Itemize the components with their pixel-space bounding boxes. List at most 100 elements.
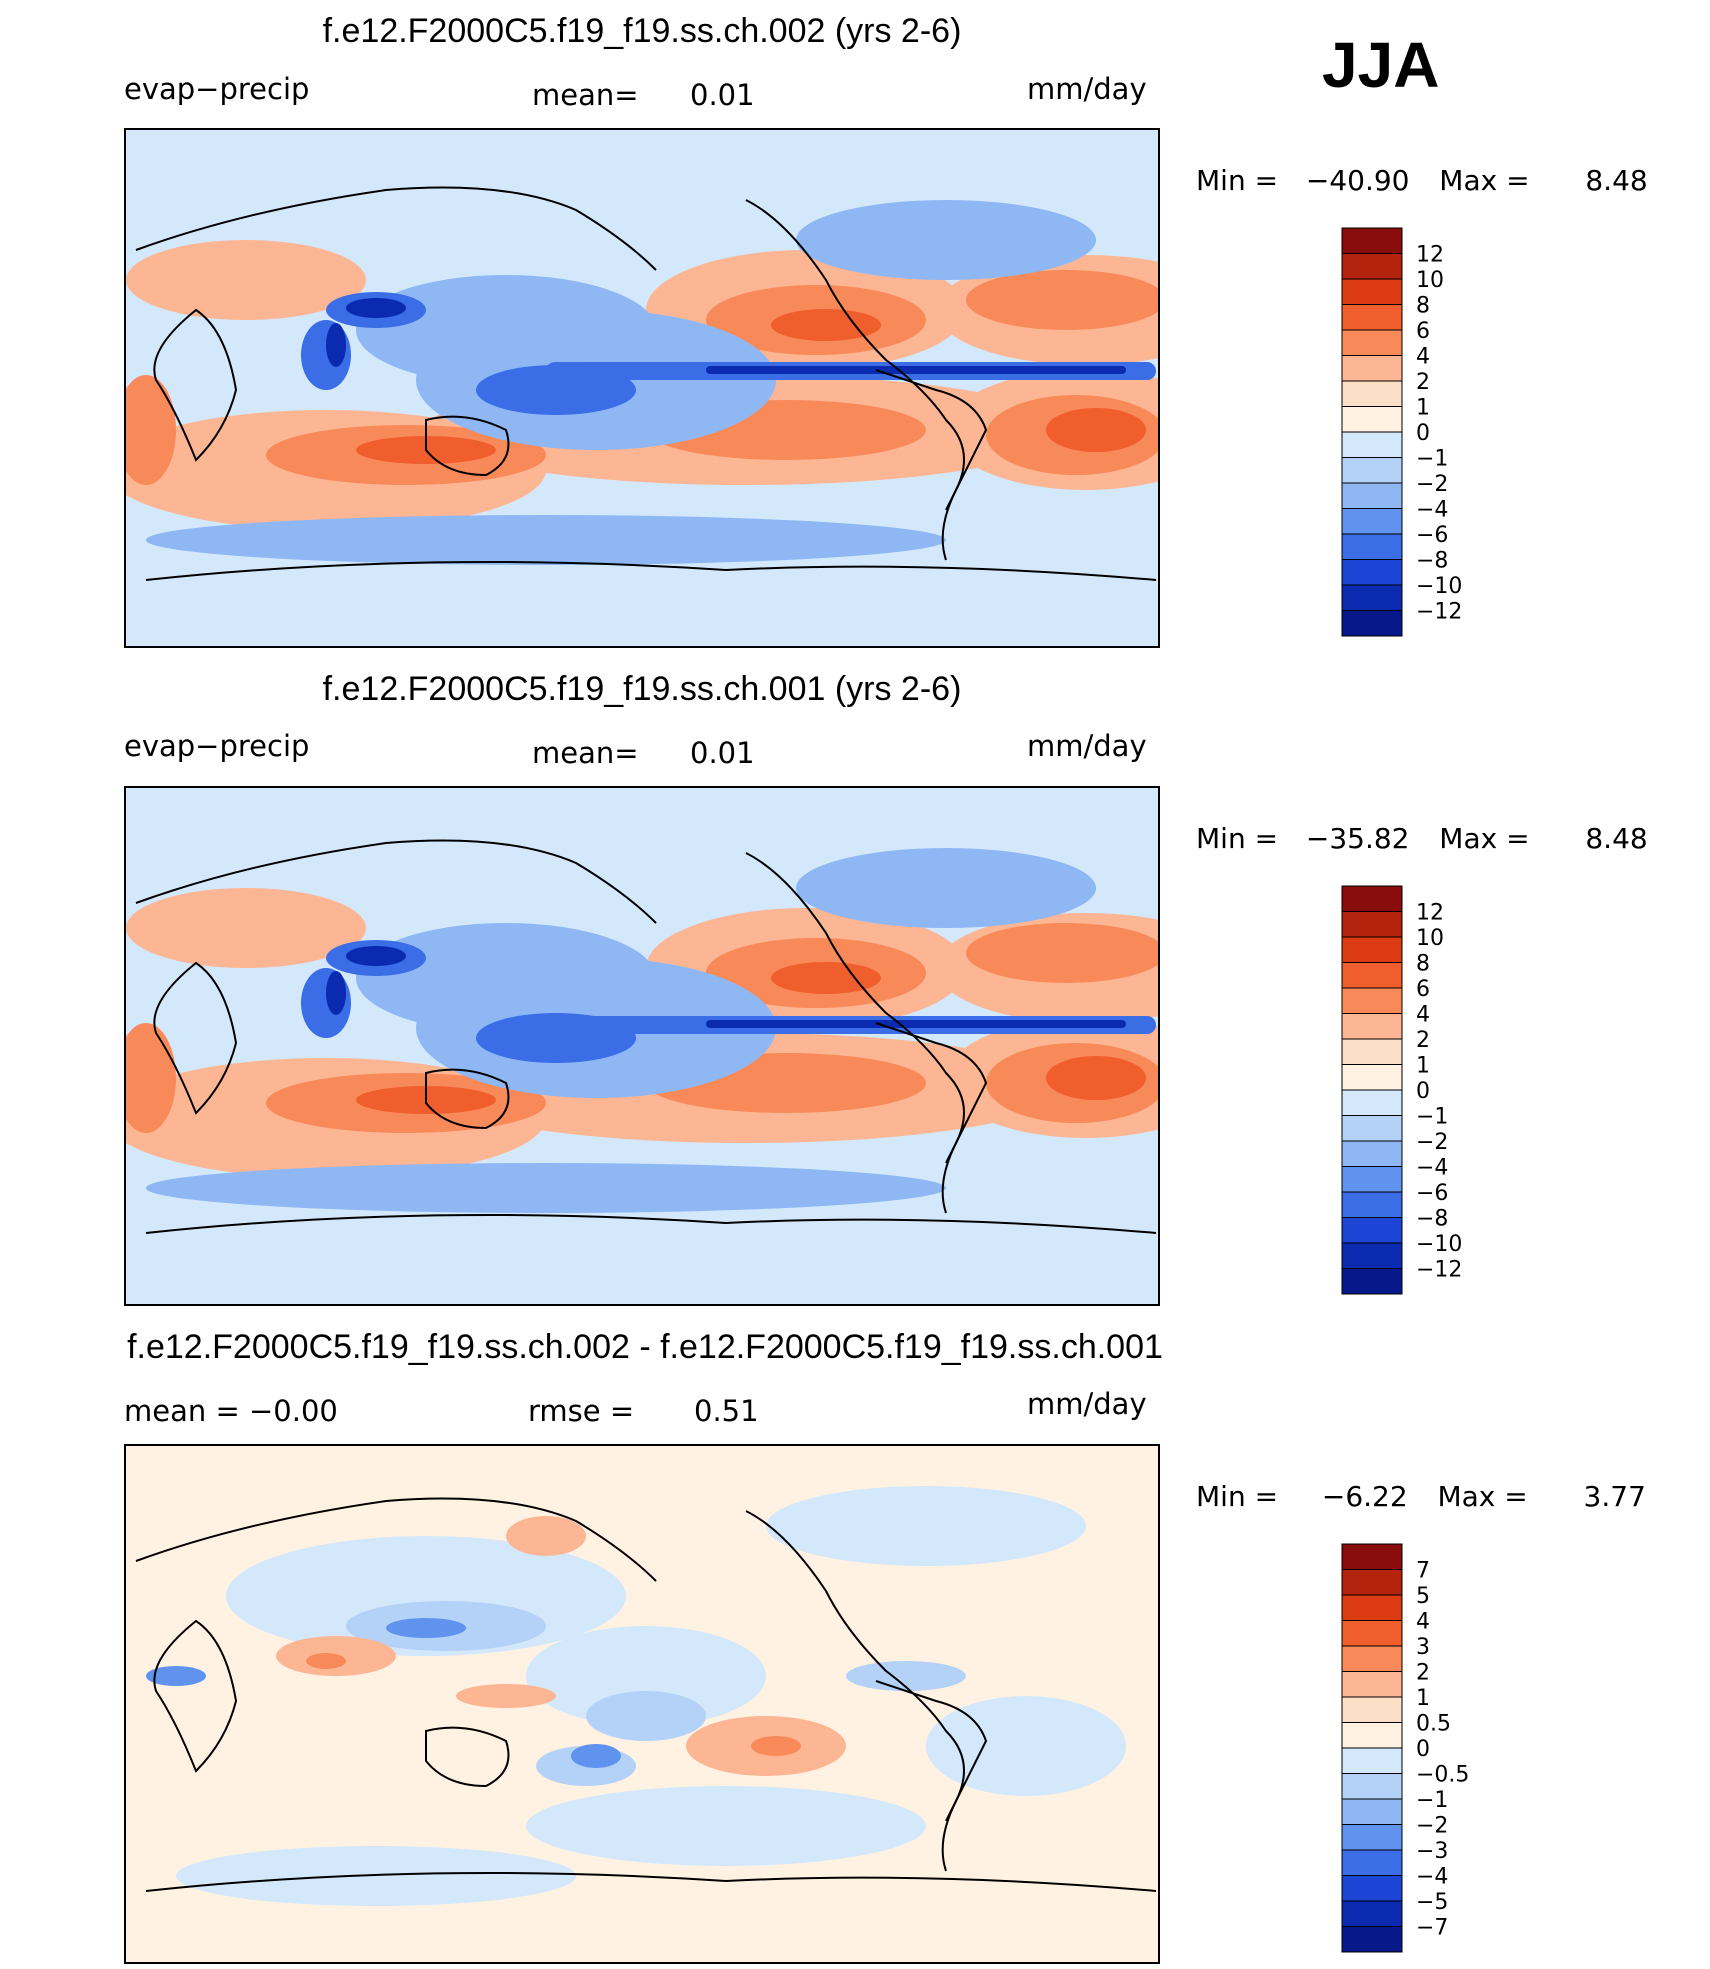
colorbar-tick-label: −2 (1416, 1130, 1448, 1155)
colorbar-swatch (1341, 1773, 1403, 1800)
colorbar-swatch (1341, 1115, 1403, 1142)
colorbar-swatch (1341, 1747, 1403, 1774)
panel-3-max-value: 3.77 (1583, 1480, 1646, 1513)
panel-3-rmse-label: rmse = (528, 1394, 635, 1428)
colorbar-tick-label: −3 (1416, 1839, 1448, 1864)
colorbar-swatch (1341, 1089, 1403, 1116)
panel-2-variable-label: evap−precip (124, 729, 310, 763)
colorbar-tick-label: 8 (1416, 294, 1430, 319)
colorbar-swatch (1341, 1140, 1403, 1167)
colorbar-swatch (1341, 610, 1403, 637)
panel-1-colorbar: 12 10 8 6 4 2 1 0 −1 −2 −4 −6 −8 −10 −12 (1334, 227, 1514, 640)
colorbar-swatch (1341, 1217, 1403, 1244)
colorbar-swatch (1341, 1242, 1403, 1269)
colorbar-swatch (1341, 1671, 1403, 1698)
colorbar-swatch (1341, 1849, 1403, 1876)
panel-2-min-value: −35.82 (1305, 822, 1410, 855)
colorbar-tick-label: 1 (1416, 1054, 1430, 1079)
colorbar-tick-label: 2 (1416, 370, 1430, 395)
colorbar-tick-label: −12 (1416, 1258, 1462, 1283)
colorbar-swatch (1341, 559, 1403, 586)
colorbar-swatch (1341, 1543, 1403, 1570)
panel-3-colorbar: 7 5 4 3 2 1 0.5 0 −0.5 −1 −2 −3 −4 −5 −7 (1334, 1543, 1514, 1956)
colorbar-tick-label: 8 (1416, 952, 1430, 977)
colorbar-tick-label: −1 (1416, 1105, 1448, 1130)
colorbar-swatch (1341, 431, 1403, 458)
panel-2-minmax: Min = −35.82 Max = 8.48 (1196, 822, 1648, 855)
panel-2-units: mm/day (1027, 729, 1147, 763)
world-map-contour-icon (135, 1486, 1157, 1906)
colorbar-swatch (1341, 1875, 1403, 1902)
panel-3-map (124, 1444, 1160, 1964)
colorbar-tick-label: 6 (1416, 977, 1430, 1002)
panel-1-max-value: 8.48 (1585, 164, 1648, 197)
colorbar-tick-label: 1 (1416, 396, 1430, 421)
colorbar-swatch (1341, 936, 1403, 963)
colorbar-swatch (1341, 482, 1403, 509)
colorbar-tick-label: −1 (1416, 447, 1448, 472)
colorbar-swatch (1341, 533, 1403, 560)
colorbar-tick-label: 12 (1416, 901, 1444, 926)
colorbar-tick-label: −0.5 (1416, 1763, 1469, 1788)
panel-1-minmax: Min = −40.90 Max = 8.48 (1196, 164, 1648, 197)
world-map-contour-icon (126, 186, 1158, 581)
colorbar-tick-label: 1 (1416, 1686, 1430, 1711)
colorbar-tick-label: −10 (1416, 574, 1462, 599)
colorbar-swatch (1341, 1696, 1403, 1723)
panel-2-min-label: Min = (1196, 822, 1279, 855)
colorbar-tick-label: −5 (1416, 1890, 1448, 1915)
colorbar-swatch (1341, 1824, 1403, 1851)
panel-1-max-label: Max = (1439, 164, 1530, 197)
colorbar-tick-label: −2 (1416, 472, 1448, 497)
panel-3-title: f.e12.F2000C5.f19_f19.ss.ch.002 - f.e12.… (127, 1328, 1163, 1366)
colorbar-swatch (1341, 457, 1403, 484)
colorbar-tick-label: −6 (1416, 523, 1448, 548)
colorbar-tick-label: 4 (1416, 345, 1430, 370)
colorbar-tick-label: −8 (1416, 549, 1448, 574)
panel-3-min-label: Min = (1196, 1480, 1279, 1513)
panel-1-min-value: −40.90 (1305, 164, 1410, 197)
colorbar-swatch (1341, 1900, 1403, 1927)
colorbar-tick-label: −12 (1416, 600, 1462, 625)
colorbar-swatch (1341, 508, 1403, 535)
colorbar-tick-label: 6 (1416, 319, 1430, 344)
colorbar-swatch (1341, 1013, 1403, 1040)
season-label: JJA (1322, 29, 1440, 101)
colorbar-swatch (1341, 911, 1403, 938)
panel-3-max-label: Max = (1437, 1480, 1528, 1513)
colorbar-tick-label: 0.5 (1416, 1712, 1451, 1737)
panel-2-title: f.e12.F2000C5.f19_f19.ss.ch.001 (yrs 2-6… (322, 670, 962, 708)
panel-2-colorbar: 12 10 8 6 4 2 1 0 −1 −2 −4 −6 −8 −10 −12 (1334, 885, 1514, 1298)
colorbar-swatch (1341, 1594, 1403, 1621)
panel-1-mean-label: mean= (532, 78, 639, 112)
colorbar-swatch (1341, 1722, 1403, 1749)
colorbar-swatch (1341, 1645, 1403, 1672)
colorbar-tick-label: 2 (1416, 1661, 1430, 1686)
colorbar-swatch (1341, 406, 1403, 433)
colorbar-tick-label: 4 (1416, 1610, 1430, 1635)
colorbar-swatch (1341, 304, 1403, 331)
panel-2-mean-value: 0.01 (690, 736, 755, 770)
colorbar-swatch (1341, 278, 1403, 305)
colorbar-swatch (1341, 380, 1403, 407)
panel-3-minmax: Min = −6.22 Max = 3.77 (1196, 1480, 1646, 1513)
colorbar-tick-label: −7 (1416, 1916, 1448, 1941)
colorbar-tick-label: 10 (1416, 926, 1444, 951)
colorbar-tick-label: 0 (1416, 1079, 1430, 1104)
panel-2-max-label: Max = (1439, 822, 1530, 855)
colorbar-swatch (1341, 1569, 1403, 1596)
colorbar-tick-label: 12 (1416, 243, 1444, 268)
colorbar-tick-label: −4 (1416, 1156, 1448, 1181)
panel-1-mean-value: 0.01 (690, 78, 755, 112)
colorbar-swatch (1341, 355, 1403, 382)
colorbar-tick-label: −4 (1416, 498, 1448, 523)
colorbar-swatch (1341, 1798, 1403, 1825)
panel-2-mean-label: mean= (532, 736, 639, 770)
panel-3-mean-label: mean = −0.00 (124, 1394, 338, 1428)
panel-2-map (124, 786, 1160, 1306)
colorbar-swatch (1341, 1038, 1403, 1065)
colorbar-tick-label: 3 (1416, 1635, 1430, 1660)
colorbar-swatch (1341, 1191, 1403, 1218)
colorbar-swatch (1341, 885, 1403, 912)
colorbar-tick-label: −8 (1416, 1207, 1448, 1232)
